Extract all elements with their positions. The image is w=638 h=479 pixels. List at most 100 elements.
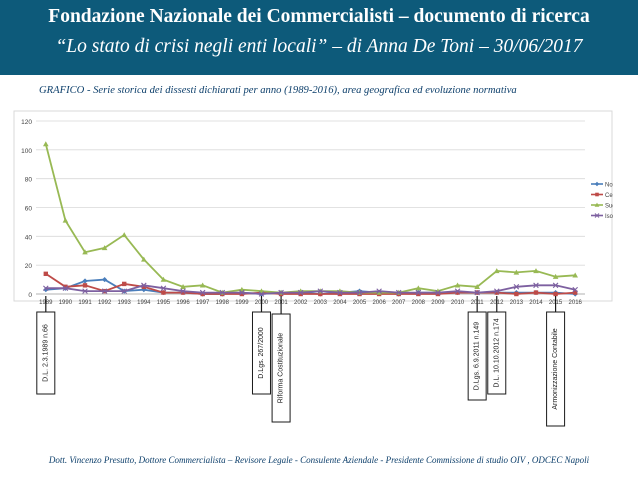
data-point-sud: [160, 276, 167, 282]
data-point-centro: [82, 283, 88, 288]
data-point-isole: [82, 288, 88, 294]
data-point-sud: [454, 282, 461, 288]
data-point-sud: [62, 217, 69, 223]
data-point-sud: [513, 269, 520, 275]
data-point-isole: [180, 288, 186, 294]
data-point-sud: [415, 285, 422, 291]
data-point-isole: [317, 288, 324, 294]
data-point-isole: [101, 288, 108, 294]
data-point-isole: [435, 289, 441, 296]
data-point-sud: [376, 289, 382, 295]
data-point-isole: [278, 289, 284, 296]
legend-marker-isole: [594, 213, 600, 218]
x-tick-label: 1999: [235, 300, 249, 306]
data-point-isole: [376, 288, 382, 294]
x-tick-label: 1998: [216, 300, 230, 306]
x-tick-label: 2013: [510, 300, 524, 306]
data-point-sud: [199, 282, 206, 288]
y-tick-label: 20: [25, 263, 33, 270]
annotation-label: D.L. 2.3.1989 n.66: [42, 324, 49, 382]
annotation-box: [467, 311, 487, 401]
chart-area: 0204060801001201989199019911992199319941…: [13, 110, 624, 445]
x-tick-label: 2007: [392, 300, 406, 306]
data-point-isole: [297, 289, 304, 296]
data-point-isole: [415, 289, 422, 296]
x-tick-label: 2004: [333, 300, 347, 306]
data-point-isole: [513, 284, 520, 290]
annotation-box: [271, 313, 291, 423]
annotation-label: Riforma Costituzionale: [278, 333, 285, 404]
data-point-sud: [141, 256, 147, 262]
x-tick-label: 2006: [372, 300, 386, 306]
data-point-centro: [43, 271, 49, 277]
data-point-isole: [395, 289, 402, 296]
x-tick-label: 2010: [451, 300, 465, 306]
x-tick-label: 2008: [412, 300, 426, 306]
chart-caption: GRAFICO - Serie storica dei dissesti dic…: [39, 85, 517, 96]
x-tick-label: 2002: [294, 300, 308, 306]
y-tick-label: 100: [21, 148, 32, 155]
footer-credit: Dott. Vincenzo Presutto, Dottore Commerc…: [48, 455, 590, 465]
x-tick-label: 2005: [353, 300, 367, 306]
x-tick-label: 1995: [157, 300, 171, 306]
data-point-centro: [533, 290, 539, 295]
data-point-centro: [435, 291, 441, 297]
annotation-box: [487, 311, 507, 395]
data-point-sud: [43, 141, 49, 147]
data-point-isole: [356, 289, 363, 296]
annotation-label: D.Lgs. 267/2000: [258, 327, 265, 378]
data-point-isole: [219, 289, 226, 296]
x-tick-label: 2014: [529, 300, 543, 306]
data-point-centro: [63, 284, 68, 289]
data-point-sud: [572, 272, 578, 278]
annotation-label: D.Lgs. 6.9.2011 n.149: [474, 322, 481, 390]
data-point-centro: [318, 291, 323, 297]
line-chart: 0204060801001201989199019911992199319941…: [13, 110, 624, 427]
data-point-isole: [141, 282, 147, 289]
data-point-isole: [454, 288, 461, 294]
data-point-centro: [298, 291, 303, 297]
data-point-isole: [160, 285, 167, 292]
data-point-sud: [82, 249, 88, 255]
data-point-isole: [199, 289, 206, 296]
data-point-sud: [474, 283, 480, 289]
page-title: Fondazione Nazionale dei Commercialisti …: [48, 6, 590, 27]
data-point-centro: [200, 291, 205, 297]
data-point-isole: [493, 288, 500, 294]
annotation-label: D.L. 10.10.2012 n.174: [493, 318, 500, 387]
x-tick-label: 2003: [314, 300, 328, 306]
data-point-centro: [455, 290, 460, 295]
x-tick-label: 2016: [569, 300, 583, 306]
data-point-isole: [337, 289, 343, 296]
data-point-sud: [180, 283, 186, 289]
x-tick-label: 1992: [98, 300, 112, 306]
header-banner: Fondazione Nazionale dei Commercialisti …: [0, 0, 638, 75]
legend-label-nord: Nord: [605, 182, 613, 188]
data-point-sud: [533, 268, 539, 274]
data-point-centro: [416, 291, 421, 297]
y-tick-label: 60: [25, 206, 33, 213]
data-point-centro: [553, 291, 558, 297]
annotation-box: [251, 311, 271, 395]
x-tick-label: 1994: [137, 300, 151, 306]
legend-marker-centro: [595, 192, 599, 197]
x-tick-label: 1997: [196, 300, 210, 306]
annotation-box: [36, 311, 56, 395]
data-point-nord: [43, 287, 49, 293]
page-subtitle: “Lo stato di crisi negli enti locali” – …: [55, 36, 583, 57]
data-point-centro: [141, 284, 147, 289]
data-point-isole: [239, 289, 245, 296]
data-point-isole: [533, 282, 539, 289]
data-point-centro: [239, 291, 245, 297]
y-tick-label: 120: [21, 119, 32, 126]
data-point-centro: [494, 290, 499, 295]
data-point-isole: [572, 286, 578, 293]
data-point-sud: [101, 245, 108, 251]
series-line-isole: [45, 284, 576, 295]
data-point-isole: [552, 282, 559, 289]
legend-marker-nord: [594, 181, 600, 187]
x-tick-label: 1996: [176, 300, 190, 306]
data-point-sud: [552, 273, 559, 279]
data-point-sud: [121, 232, 128, 238]
x-tick-label: 2009: [431, 300, 445, 306]
